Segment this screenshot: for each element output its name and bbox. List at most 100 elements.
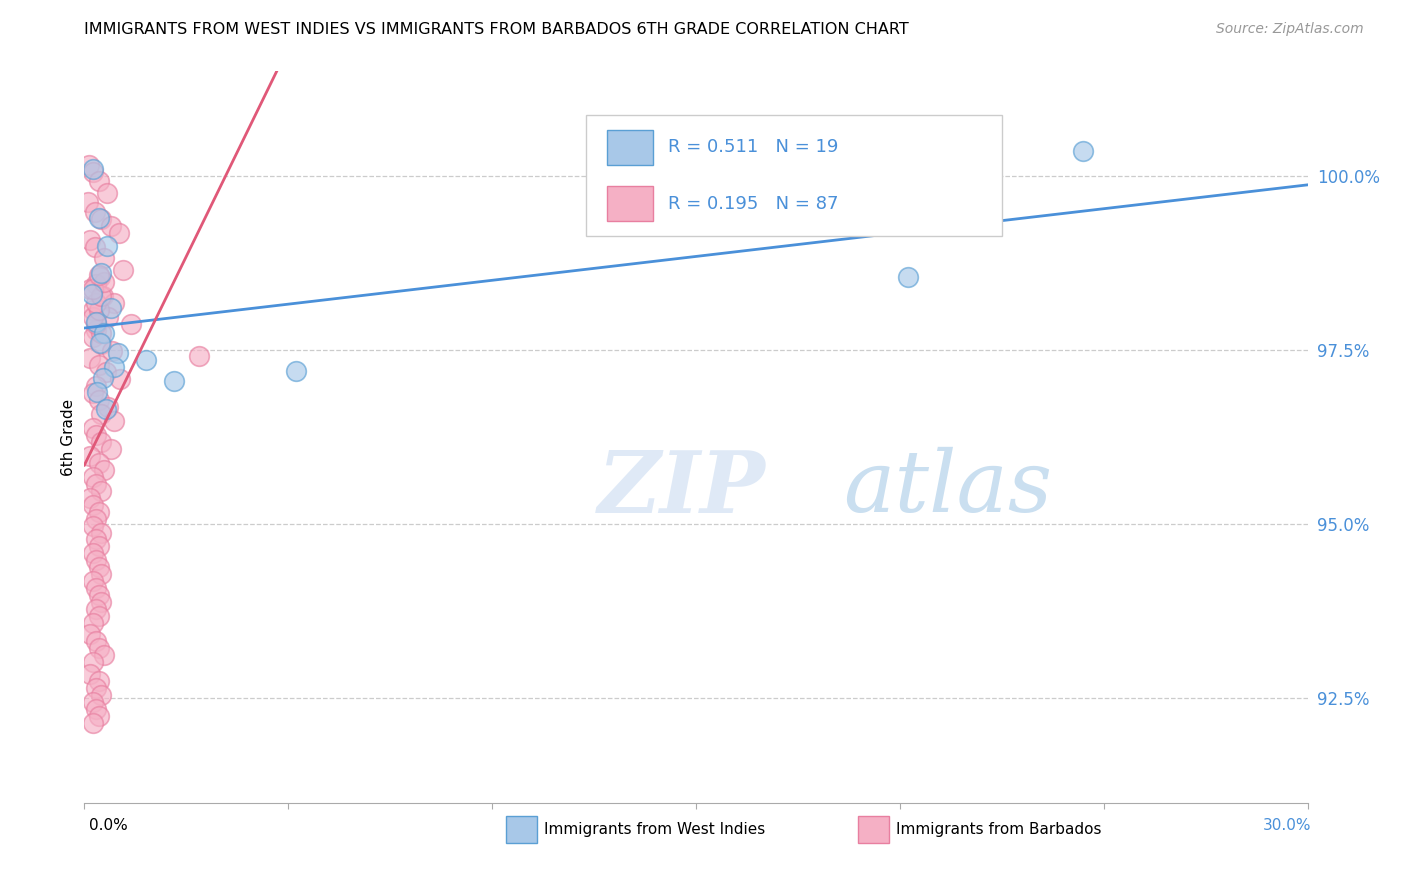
Point xyxy=(82,518,104,533)
Point xyxy=(76,195,98,210)
Point xyxy=(100,301,122,316)
Point xyxy=(82,715,104,730)
Point xyxy=(90,337,112,351)
Point xyxy=(90,434,112,449)
Point xyxy=(79,449,101,463)
Point xyxy=(90,212,112,227)
Point xyxy=(94,402,117,417)
Point xyxy=(97,400,120,414)
Point xyxy=(93,648,115,662)
Point xyxy=(86,384,108,399)
Point xyxy=(91,371,114,385)
Point xyxy=(87,174,110,188)
Text: Source: ZipAtlas.com: Source: ZipAtlas.com xyxy=(1216,22,1364,37)
Point xyxy=(82,330,104,344)
Point xyxy=(163,375,186,389)
Point xyxy=(93,275,115,289)
Point xyxy=(80,287,103,301)
Point xyxy=(112,263,135,277)
Point xyxy=(96,186,118,201)
Point xyxy=(87,641,110,656)
Point xyxy=(79,233,101,247)
Point xyxy=(84,533,107,547)
Point xyxy=(84,581,107,595)
Point xyxy=(82,546,104,560)
Text: 30.0%: 30.0% xyxy=(1264,818,1312,832)
Point xyxy=(84,511,107,525)
Point xyxy=(87,560,110,574)
Point xyxy=(87,588,110,602)
Point xyxy=(108,226,131,240)
Point xyxy=(87,505,110,519)
Point xyxy=(90,266,112,280)
Point xyxy=(84,428,107,442)
Point xyxy=(87,359,110,373)
Point xyxy=(87,268,110,282)
Point xyxy=(84,379,107,393)
Point xyxy=(82,498,104,512)
Point xyxy=(120,317,142,331)
Text: IMMIGRANTS FROM WEST INDIES VS IMMIGRANTS FROM BARBADOS 6TH GRADE CORRELATION CH: IMMIGRANTS FROM WEST INDIES VS IMMIGRANT… xyxy=(84,22,910,37)
Point xyxy=(82,574,104,589)
Point xyxy=(90,407,112,421)
Point xyxy=(84,553,107,567)
Point xyxy=(90,326,112,340)
Point xyxy=(103,414,125,428)
Point xyxy=(90,688,112,702)
Point xyxy=(897,269,920,284)
Point xyxy=(135,353,157,368)
Point xyxy=(84,295,107,310)
Point xyxy=(82,616,104,631)
Point xyxy=(187,349,209,363)
Point xyxy=(285,364,308,378)
Point xyxy=(87,393,110,408)
Point xyxy=(103,360,125,375)
Point xyxy=(84,324,107,338)
Text: Immigrants from Barbados: Immigrants from Barbados xyxy=(896,822,1101,837)
Point xyxy=(77,158,100,172)
Text: ZIP: ZIP xyxy=(598,447,766,530)
Point xyxy=(103,295,125,310)
Point xyxy=(84,602,107,616)
Point xyxy=(89,336,111,351)
Point xyxy=(90,288,112,302)
Text: atlas: atlas xyxy=(842,447,1052,530)
Bar xyxy=(606,186,654,221)
Point xyxy=(87,456,110,470)
Point xyxy=(84,634,107,648)
Point xyxy=(82,421,104,435)
Bar xyxy=(606,130,654,165)
Point xyxy=(79,491,101,505)
Point xyxy=(82,310,104,324)
Point xyxy=(94,365,117,379)
Point xyxy=(107,346,129,360)
Point xyxy=(93,463,115,477)
Point xyxy=(82,695,104,709)
Point xyxy=(83,205,105,219)
Point xyxy=(110,372,132,386)
Text: R = 0.511   N = 19: R = 0.511 N = 19 xyxy=(668,138,838,156)
Point xyxy=(87,673,110,688)
Point xyxy=(93,251,115,265)
Point xyxy=(79,282,101,296)
Point xyxy=(100,219,122,233)
Point xyxy=(97,310,120,324)
Text: Immigrants from West Indies: Immigrants from West Indies xyxy=(544,822,765,837)
Point xyxy=(93,326,115,340)
Point xyxy=(87,708,110,723)
Text: 0.0%: 0.0% xyxy=(89,818,128,832)
Point xyxy=(91,288,114,302)
Point xyxy=(84,317,107,331)
Point xyxy=(84,315,107,329)
Point xyxy=(79,627,101,641)
Point xyxy=(79,667,101,681)
Text: R = 0.195   N = 87: R = 0.195 N = 87 xyxy=(668,194,838,213)
Point xyxy=(101,344,124,359)
Point xyxy=(82,302,104,317)
Point xyxy=(82,470,104,484)
Point xyxy=(87,609,110,624)
Point xyxy=(1071,145,1094,159)
Point xyxy=(87,540,110,554)
Point xyxy=(87,211,110,225)
Point xyxy=(82,386,104,401)
